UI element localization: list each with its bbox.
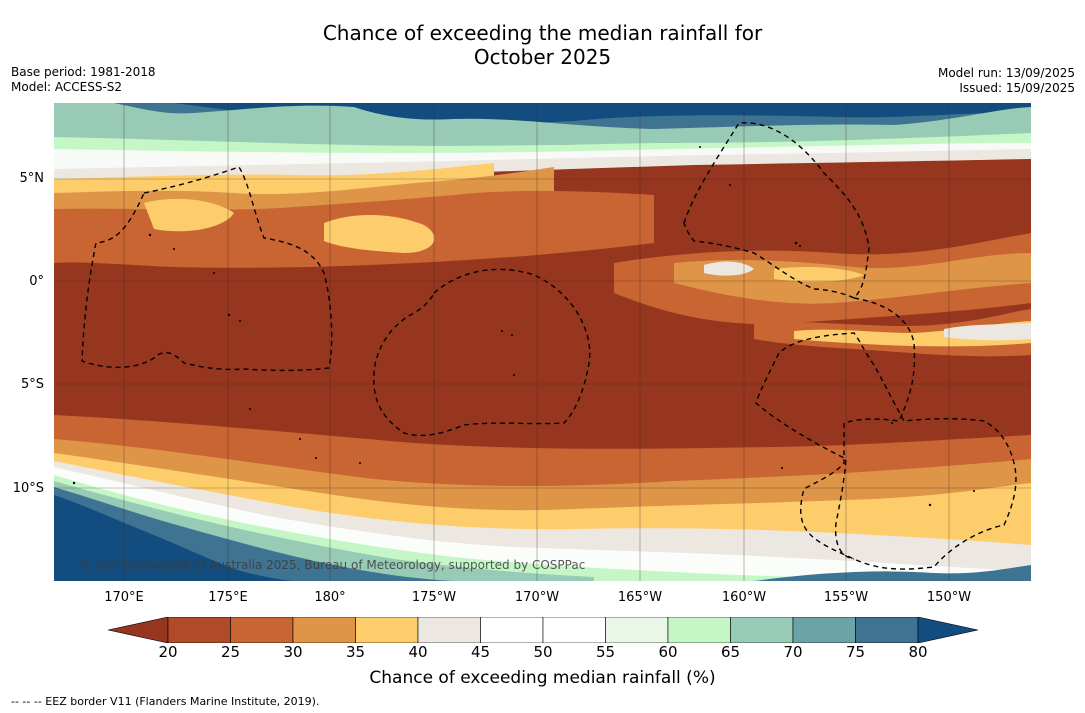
colorbar-over-arrow — [917, 617, 978, 643]
colorbar-segment — [667, 617, 731, 643]
lon-label-150w: 150°W — [926, 590, 972, 605]
model-run: Model run: 13/09/2025 — [937, 66, 1075, 80]
colorbar-segment — [167, 617, 231, 643]
north-green-band — [54, 103, 1031, 150]
colorbar-tick-label: 65 — [720, 643, 741, 661]
colorbar-segment — [355, 617, 419, 643]
eez-line-islands-south — [755, 297, 1017, 570]
colorbar-tick-label: 80 — [908, 643, 928, 661]
colorbar-segment — [417, 617, 481, 643]
east-yellow-spot — [774, 267, 864, 282]
map-title: Chance of exceeding the median rainfall … — [0, 21, 1085, 69]
colorbar — [108, 617, 978, 643]
islands — [72, 146, 975, 507]
map-area — [54, 103, 1031, 581]
colorbar-tick-label: 70 — [783, 643, 803, 661]
meta-right: Model run: 13/09/2025 Issued: 15/09/2025 — [938, 66, 1075, 96]
eez-tuvalu-tokelau — [373, 268, 591, 437]
eez-footnote: -- -- -- EEZ border V11 (Flanders Marine… — [11, 695, 320, 708]
southeast-blue-patch — [754, 565, 1031, 581]
colorbar-segment — [480, 617, 544, 643]
lat-label-5n: 5°N — [19, 171, 45, 186]
colorbar-tick-label: 20 — [158, 643, 178, 661]
colorbar-segment — [792, 617, 856, 643]
colorbar-segment — [605, 617, 669, 643]
lon-label-170w: 170°W — [514, 590, 560, 605]
colorbar-tick-label: 60 — [658, 643, 678, 661]
colorbar-segment — [855, 617, 919, 643]
yellow-pocket-west — [144, 198, 234, 232]
lon-label-165w: 165°W — [617, 590, 663, 605]
lon-label-175e: 175°E — [208, 590, 248, 605]
colorbar-tick-label: 25 — [220, 643, 241, 661]
eez-line-islands-north — [683, 122, 870, 299]
lon-label-180: 180° — [314, 590, 346, 605]
title-line-2: October 2025 — [473, 45, 612, 69]
equatorial-white-spot — [704, 261, 754, 276]
lon-label-155w: 155°W — [823, 590, 869, 605]
eez-kiribati-gilbert — [81, 166, 333, 372]
south-blue-band — [54, 495, 294, 581]
colorbar-segments — [167, 617, 919, 643]
graticule — [54, 103, 1031, 581]
lon-label-170e: 170°E — [104, 590, 144, 605]
colorbar-segment — [230, 617, 294, 643]
colorbar-label: Chance of exceeding median rainfall (%) — [369, 668, 716, 688]
base-period: Base period: 1981-2018 — [11, 65, 156, 79]
southeast-white-band — [944, 323, 1031, 341]
colorbar-segment — [730, 617, 794, 643]
colorbar-segment — [542, 617, 606, 643]
colorbar-under-arrow — [108, 617, 169, 643]
colorbar-tick-label: 40 — [408, 643, 428, 661]
lat-label-0: 0° — [29, 274, 44, 289]
issued-date: Issued: 15/09/2025 — [959, 81, 1075, 95]
rainfall-map — [54, 103, 1031, 581]
colorbar-tick-label: 45 — [470, 643, 491, 661]
lon-label-160w: 160°W — [721, 590, 767, 605]
equatorial-yellow-band — [674, 253, 1031, 304]
eez-borders — [81, 122, 1017, 570]
yellow-pocket-dateline — [324, 214, 435, 253]
title-line-1: Chance of exceeding the median rainfall … — [322, 21, 763, 45]
lon-label-175w: 175°W — [411, 590, 457, 605]
colorbar-tick-label: 75 — [845, 643, 866, 661]
model-name: Model: ACCESS-S2 — [11, 80, 123, 94]
meta-left: Base period: 1981-2018 Model: ACCESS-S2 — [11, 65, 156, 95]
colorbar-tick-label: 30 — [283, 643, 303, 661]
copyright-credit: © Commonwealth of Australia 2025, Bureau… — [80, 558, 586, 572]
colorbar-tick-label: 35 — [345, 643, 366, 661]
colorbar-segment — [292, 617, 356, 643]
lat-label-10s: 10°S — [12, 481, 44, 496]
colorbar-tick-label: 50 — [533, 643, 553, 661]
colorbar-tick-label: 55 — [595, 643, 616, 661]
lat-label-5s: 5°S — [20, 377, 44, 392]
